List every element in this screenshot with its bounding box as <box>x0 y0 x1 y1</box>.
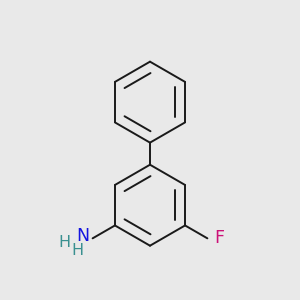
Text: H: H <box>71 243 83 258</box>
Text: F: F <box>214 229 224 247</box>
Text: N: N <box>76 227 89 245</box>
Text: H: H <box>58 235 70 250</box>
